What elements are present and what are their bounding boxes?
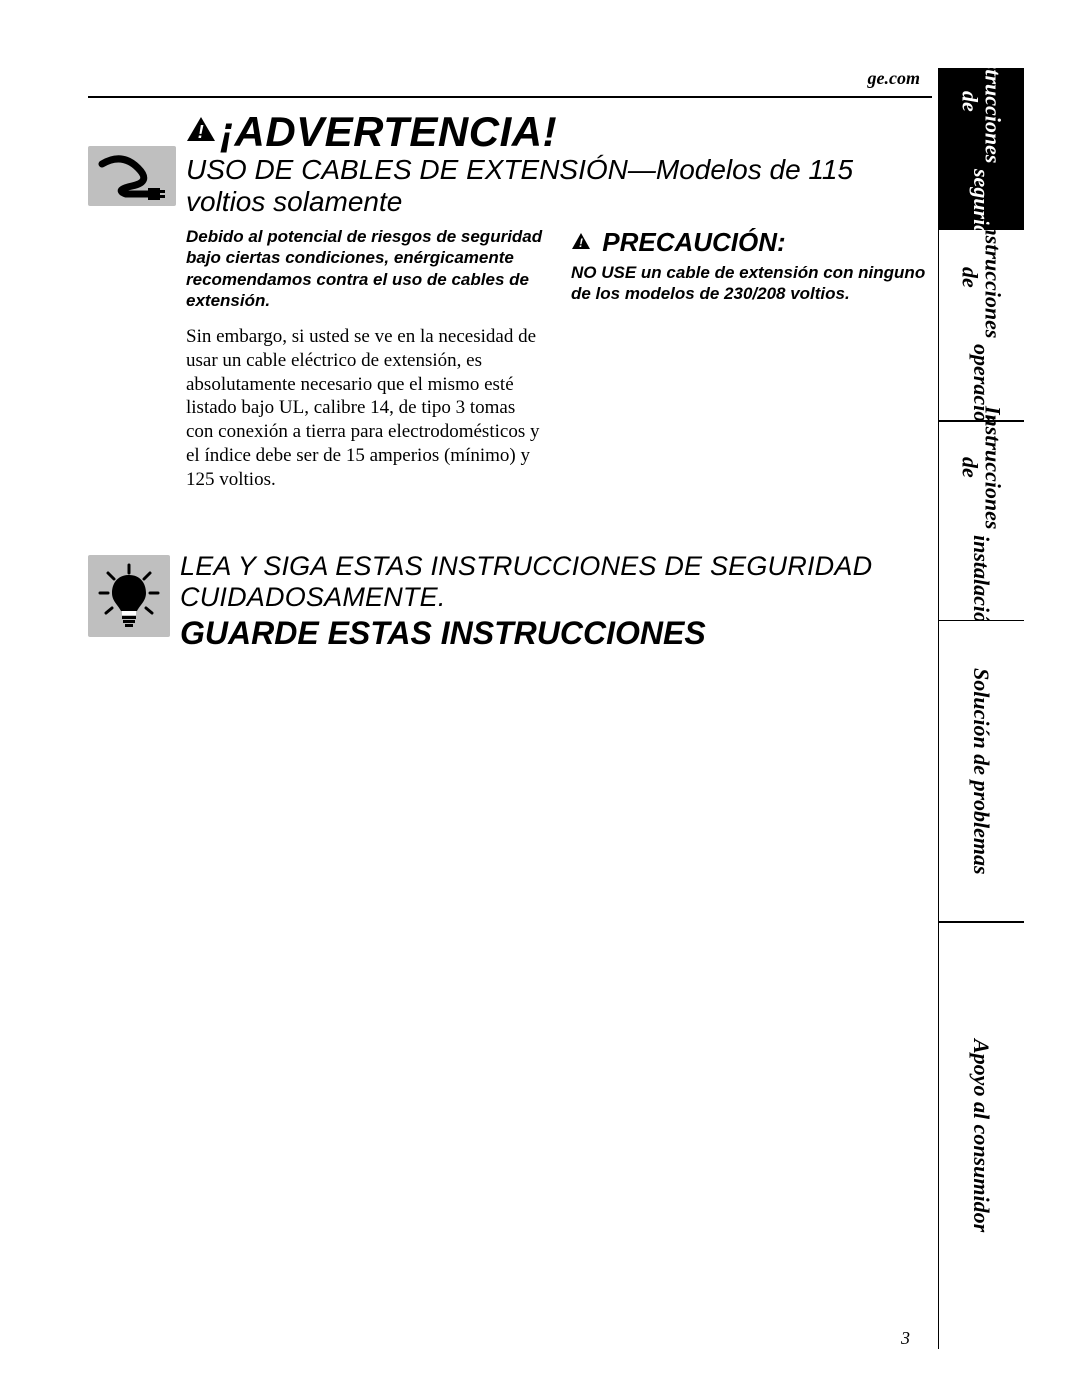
lightbulb-icon	[88, 551, 170, 641]
tab-label: Solución de problemas	[970, 668, 993, 875]
tab-label: Apoyo al consumidor	[970, 1039, 993, 1232]
tab-solucion[interactable]: Solución de problemas	[938, 621, 1024, 921]
warning-title-text: ¡ADVERTENCIA!	[220, 108, 557, 155]
save-instructions-line: GUARDE ESTAS INSTRUCCIONES	[180, 615, 932, 652]
warning-section: ! ¡ADVERTENCIA! USO DE CABLES DE EXTENSI…	[88, 104, 932, 218]
left-bold-text: Debido al potencial de riesgos de seguri…	[186, 226, 547, 311]
warning-triangle-icon: !	[186, 104, 216, 152]
right-column: ! PRECAUCIÓN: NO USE un cable de extensi…	[571, 226, 932, 491]
tab-apoyo[interactable]: Apoyo al consumidor	[938, 923, 1024, 1350]
save-instructions-text: LEA Y SIGA ESTAS INSTRUCCIONES DE SEGURI…	[180, 551, 932, 652]
manual-page: ge.com ! ¡ADVERTENCIA!	[0, 0, 1080, 1397]
top-rule	[88, 96, 932, 98]
warning-subtitle: USO DE CABLES DE EXTENSIÓN—Modelos de 11…	[186, 154, 932, 218]
header-url: ge.com	[868, 68, 920, 89]
caution-triangle-icon: !	[571, 226, 598, 256]
save-instructions-section: LEA Y SIGA ESTAS INSTRUCCIONES DE SEGURI…	[88, 551, 932, 652]
subtitle-main: USO DE CABLES DE EXTENSIÓN—	[186, 154, 656, 185]
tab-instalacion[interactable]: Instrucciones de instalación	[938, 422, 1024, 620]
side-tabs: Instrucciones de seguridad Instrucciones…	[938, 68, 1024, 1349]
left-column: Debido al potencial de riesgos de seguri…	[186, 226, 547, 491]
precaucion-body: NO USE un cable de extensión con ninguno…	[571, 262, 932, 305]
two-column-body: Debido al potencial de riesgos de seguri…	[186, 226, 932, 491]
read-follow-line: LEA Y SIGA ESTAS INSTRUCCIONES DE SEGURI…	[180, 551, 932, 613]
svg-text:!: !	[579, 236, 583, 250]
tab-label: Instrucciones de	[958, 40, 1004, 163]
main-content: ! ¡ADVERTENCIA! USO DE CABLES DE EXTENSI…	[88, 104, 932, 652]
cord-icon	[88, 104, 176, 194]
warning-title: ! ¡ADVERTENCIA!	[186, 104, 932, 156]
tab-operacion[interactable]: Instrucciones de operación	[938, 230, 1024, 420]
svg-text:!: !	[198, 122, 205, 142]
precaucion-title: ! PRECAUCIÓN:	[571, 226, 932, 258]
tab-label: Instrucciones de	[958, 406, 1004, 529]
tab-seguridad[interactable]: Instrucciones de seguridad	[938, 68, 1024, 230]
tab-label: Instrucciones de	[958, 215, 1004, 338]
precaucion-title-text: PRECAUCIÓN:	[602, 227, 785, 257]
left-body-text: Sin embargo, si usted se ve en la necesi…	[186, 325, 547, 491]
page-number: 3	[901, 1328, 910, 1349]
